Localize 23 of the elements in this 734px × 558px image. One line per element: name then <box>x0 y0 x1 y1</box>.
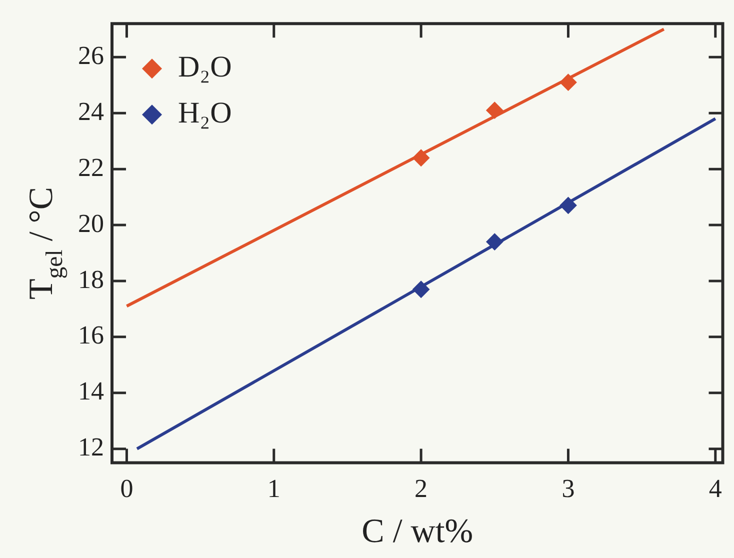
legend-label: H₂O <box>178 96 232 130</box>
point <box>412 280 430 298</box>
x-tick-label: 3 <box>562 474 575 504</box>
y-tick-label: 18 <box>78 264 104 294</box>
x-axis-title: C / wt% <box>362 512 474 550</box>
point <box>486 102 504 119</box>
legend-label: D₂O <box>178 50 232 84</box>
y-tick-label: 22 <box>78 152 104 182</box>
point <box>560 196 577 214</box>
y-tick-label: 16 <box>78 320 104 350</box>
y-tick-label: 24 <box>78 96 104 126</box>
y-tick-label: 14 <box>78 376 104 406</box>
y-tick-label: 12 <box>78 432 104 462</box>
x-tick-label: 0 <box>120 474 134 504</box>
y-tick-label: 26 <box>78 41 104 70</box>
x-tick-label: 2 <box>414 474 428 504</box>
x-tick-label: 1 <box>267 474 280 504</box>
point <box>412 149 430 166</box>
y-axis-title: Tgel / °C <box>22 186 68 300</box>
point <box>486 233 504 250</box>
x-tick-label: 4 <box>708 474 722 504</box>
point <box>560 74 577 91</box>
y-tick-label: 20 <box>78 208 104 238</box>
